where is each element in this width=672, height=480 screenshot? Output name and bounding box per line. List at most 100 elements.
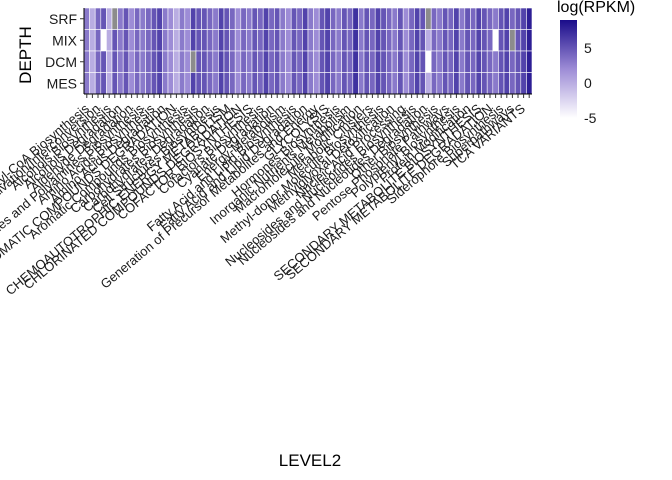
heatmap-cell — [128, 50, 135, 73]
heatmap-cell — [122, 7, 130, 30]
heatmap-cell — [302, 72, 309, 95]
heatmap-cell — [464, 7, 471, 30]
heatmap-cell — [246, 29, 253, 52]
heatmap-cell — [402, 72, 410, 95]
heatmap-cell — [346, 7, 354, 30]
heatmap-cell — [122, 72, 130, 95]
heatmap-cell — [262, 72, 270, 95]
heatmap-cell — [391, 29, 398, 52]
heatmap-cell — [430, 29, 438, 52]
heatmap-cell — [363, 50, 370, 73]
heatmap-cell — [89, 7, 96, 30]
heatmap-cell — [229, 7, 236, 30]
heatmap-cell — [145, 29, 152, 52]
heatmap-cell — [122, 29, 130, 52]
heatmap-cell — [380, 29, 387, 52]
y-tick-label: SRF — [49, 11, 77, 27]
heatmap-cell — [285, 72, 292, 95]
legend: log(RPKM) 5 0 -5 — [557, 0, 635, 126]
heatmap-cell — [218, 29, 225, 52]
heatmap-cell — [94, 50, 102, 73]
heatmap-cell — [190, 50, 197, 73]
heatmap-cell — [111, 29, 118, 52]
heatmap-cell — [94, 72, 102, 95]
heatmap-cell — [346, 50, 354, 73]
heatmap-cell — [341, 72, 348, 95]
heatmap-cell — [212, 72, 219, 95]
heatmap-cell — [442, 7, 449, 30]
heatmap-cell — [111, 7, 118, 30]
heatmap-cell — [190, 7, 197, 30]
heatmap-cell — [509, 7, 516, 30]
heatmap-cell — [346, 72, 354, 95]
heatmap-cell — [324, 29, 331, 52]
heatmap-cell — [117, 7, 124, 30]
heatmap-cell — [425, 72, 432, 95]
heatmap-cell — [492, 7, 499, 30]
heatmap-cell — [117, 72, 124, 95]
heatmap-cell — [335, 50, 342, 73]
heatmap-cell — [453, 50, 460, 73]
heatmap-cell — [458, 29, 466, 52]
heatmap-cell — [526, 29, 533, 52]
heatmap-cell — [83, 50, 90, 73]
heatmap-cell — [190, 72, 197, 95]
heatmap-cell — [201, 50, 208, 73]
heatmap-cell — [419, 7, 426, 30]
heatmap-cell — [184, 72, 191, 95]
heatmap-cell — [419, 72, 426, 95]
legend-tick-label: 5 — [584, 40, 592, 56]
heatmap-cell — [397, 50, 404, 73]
heatmap-cell — [134, 29, 141, 52]
heatmap-cell — [150, 50, 158, 73]
heatmap-cell — [408, 29, 415, 52]
heatmap-cell — [100, 7, 107, 30]
heatmap-cell — [374, 29, 382, 52]
heatmap-cell — [296, 72, 303, 95]
y-tick-label: MES — [47, 75, 77, 91]
heatmap-cell — [369, 50, 376, 73]
heatmap-cell — [358, 50, 365, 73]
legend-title: log(RPKM) — [557, 0, 635, 16]
heatmap-cell — [408, 50, 415, 73]
heatmap-cell — [206, 72, 214, 95]
heatmap-cell — [386, 29, 393, 52]
heatmap-cell — [229, 50, 236, 73]
heatmap-cell — [481, 29, 488, 52]
heatmap-cell — [386, 72, 393, 95]
heatmap-cell — [453, 7, 460, 30]
heatmap-cell — [414, 29, 421, 52]
heatmap-cell — [302, 7, 309, 30]
heatmap-cell — [290, 29, 298, 52]
heatmap-cell — [111, 50, 118, 73]
heatmap-cell — [279, 7, 286, 30]
heatmap-cell — [492, 29, 499, 52]
heatmap-cell — [257, 29, 264, 52]
heatmap-cell — [481, 50, 488, 73]
heatmap-cell — [447, 50, 454, 73]
heatmap-cell — [414, 7, 421, 30]
heatmap-cell — [178, 72, 186, 95]
heatmap-cell — [251, 50, 258, 73]
heatmap-cell — [268, 29, 275, 52]
heatmap-cell — [296, 29, 303, 52]
heatmap-cell — [419, 50, 426, 73]
heatmap-cell — [307, 7, 314, 30]
heatmap-cell — [296, 50, 303, 73]
heatmap-cell — [486, 72, 494, 95]
heatmap-cell — [391, 7, 398, 30]
heatmap-cell — [335, 29, 342, 52]
heatmap-cell — [262, 7, 270, 30]
heatmap-cell — [436, 29, 443, 52]
heatmap-cell — [335, 7, 342, 30]
heatmap-cell — [458, 72, 466, 95]
heatmap-cell — [503, 50, 510, 73]
heatmap-cell — [167, 72, 174, 95]
heatmap-cell — [397, 29, 404, 52]
heatmap-cell — [391, 72, 398, 95]
heatmap-cell — [313, 7, 320, 30]
heatmap-cell — [447, 7, 454, 30]
heatmap-cell — [212, 29, 219, 52]
heatmap-cell — [442, 72, 449, 95]
heatmap-cell — [436, 7, 443, 30]
